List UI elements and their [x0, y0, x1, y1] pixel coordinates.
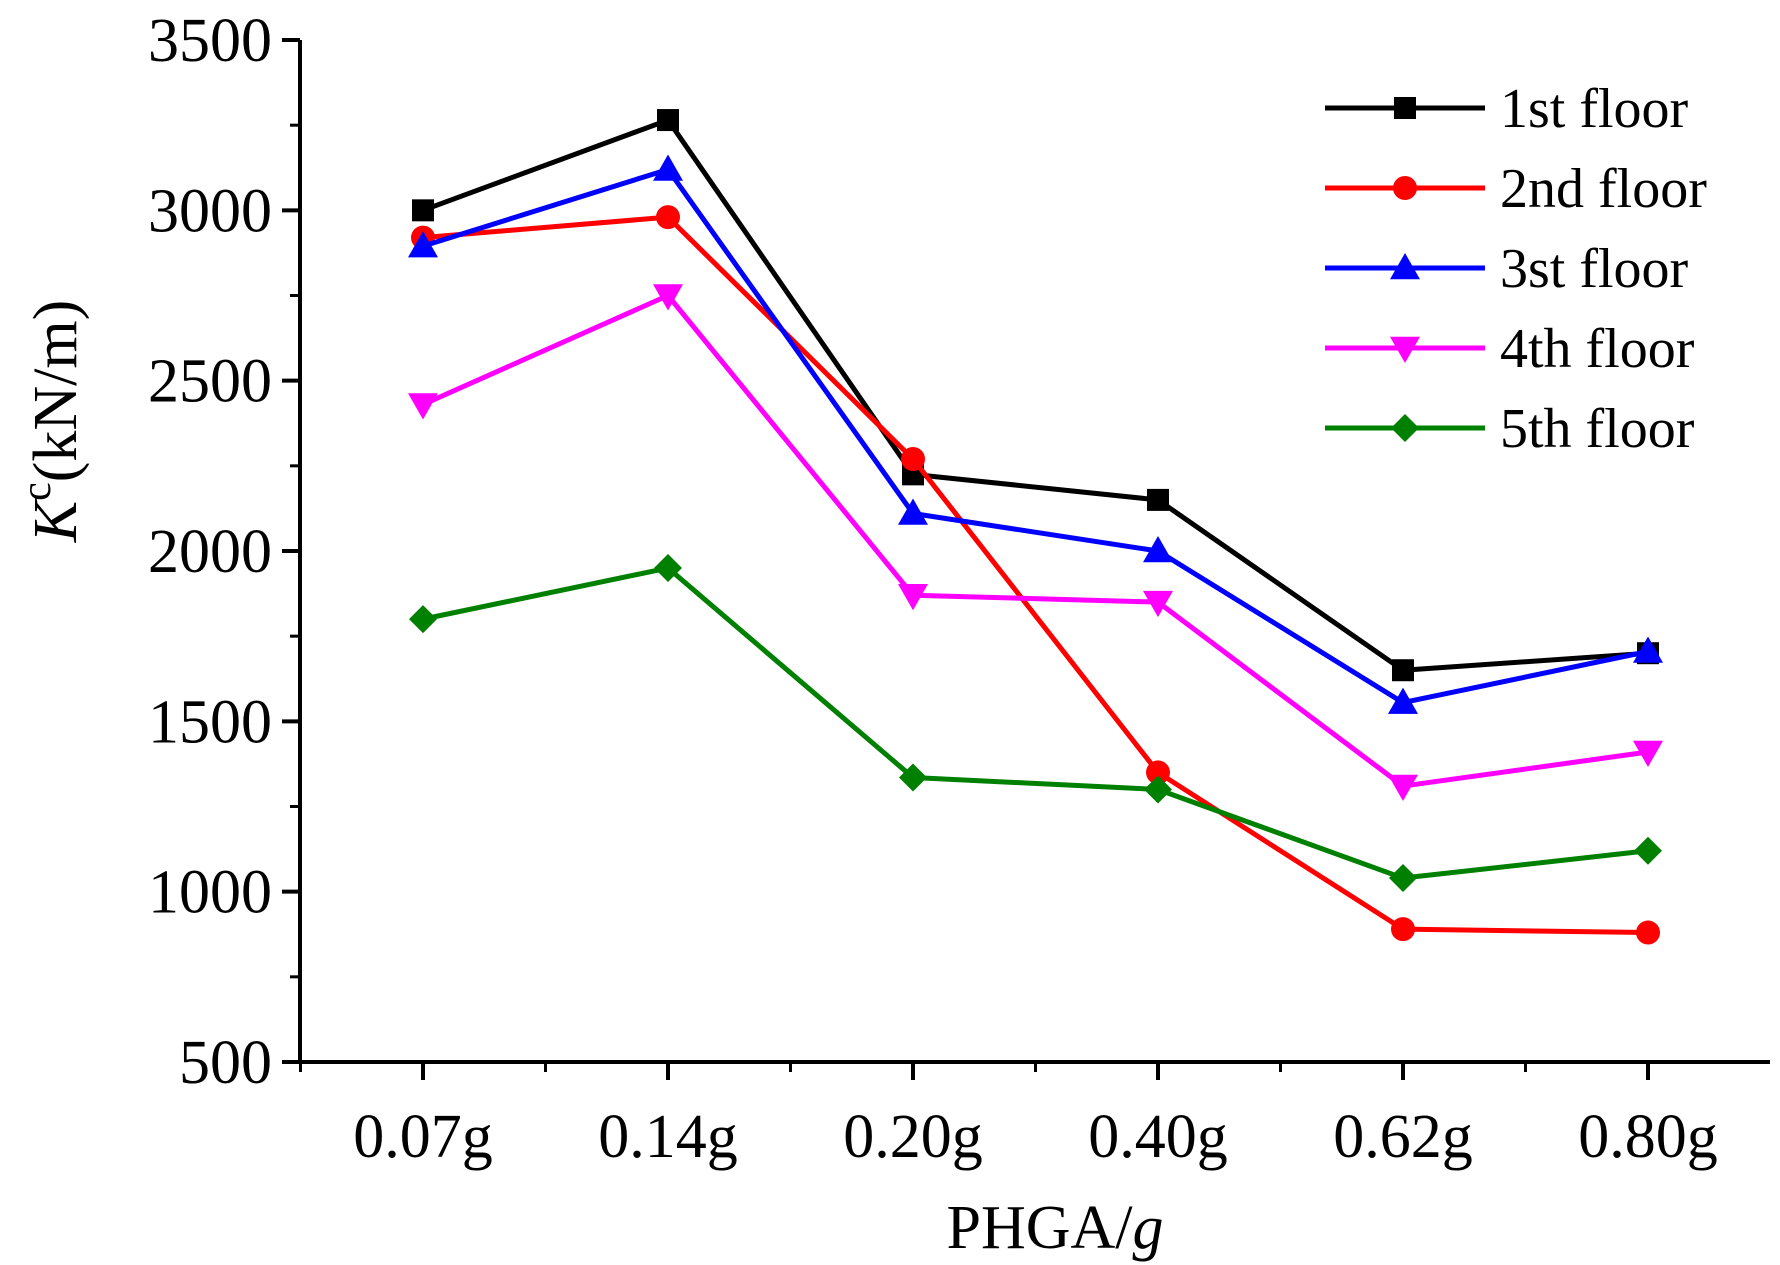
- data-point: [1144, 775, 1172, 804]
- x-tick-label: 0.62g: [1333, 1103, 1473, 1171]
- y-tick-label: 1500: [148, 688, 272, 756]
- x-axis-title: PHGA/g: [946, 1194, 1163, 1262]
- series-line: [422, 166, 1649, 706]
- series-layer: [408, 109, 1663, 945]
- y-tick-label: 500: [179, 1029, 272, 1097]
- y-axis-title: Kc(kN/m): [14, 300, 90, 544]
- data-point: [654, 554, 682, 583]
- legend-label: 3st floor: [1500, 238, 1689, 300]
- data-point: [1388, 774, 1418, 802]
- data-point: [408, 393, 438, 420]
- data-point: [1146, 760, 1170, 785]
- y-tick-label: 2500: [148, 348, 272, 416]
- data-point: [898, 498, 928, 525]
- legend-item: 3st floor: [1325, 238, 1689, 300]
- x-axis-title-text: PHGA/: [946, 1194, 1133, 1262]
- data-point: [653, 154, 683, 181]
- series-line: [422, 117, 1649, 673]
- series-5: [409, 554, 1662, 893]
- x-tick-label: 0.07g: [353, 1103, 493, 1171]
- legend-marker: [1394, 97, 1416, 119]
- x-tick-label: 0.40g: [1088, 1103, 1228, 1171]
- y-tick-label: 3000: [148, 177, 272, 245]
- x-tick-label: 0.80g: [1578, 1103, 1718, 1171]
- x-axis-title-italic: g: [1133, 1194, 1164, 1262]
- data-point: [1636, 920, 1660, 945]
- data-point: [1634, 836, 1662, 865]
- series-line: [422, 214, 1649, 936]
- x-tick-label: 0.14g: [598, 1103, 738, 1171]
- y-axis-title-text: (kN/m): [22, 300, 90, 483]
- data-point: [899, 763, 927, 792]
- series-4: [408, 284, 1663, 802]
- data-point: [898, 584, 928, 611]
- y-tick-label: 1000: [148, 859, 272, 927]
- data-point: [657, 109, 679, 132]
- legend-label: 2nd floor: [1500, 158, 1707, 220]
- data-point: [1392, 659, 1414, 682]
- legend-label: 5th floor: [1500, 398, 1695, 460]
- series-3: [408, 154, 1663, 714]
- legend: 1st floor 2nd floor 3st floor 4th floor 5th …: [1325, 78, 1707, 460]
- y-tick-label: 3500: [148, 7, 272, 75]
- data-point: [1147, 488, 1169, 511]
- series-line: [421, 293, 1649, 789]
- data-point: [409, 605, 437, 634]
- legend-label: 1st floor: [1500, 78, 1689, 140]
- data-point: [1143, 536, 1173, 563]
- series-line: [422, 565, 1649, 881]
- data-point: [1388, 687, 1418, 714]
- legend-marker: [1391, 414, 1419, 442]
- y-axis-title-italic: K: [22, 497, 90, 543]
- y-tick-label: 2000: [148, 518, 272, 586]
- series-1: [412, 109, 1659, 682]
- data-point: [1143, 590, 1173, 618]
- legend-item: 1st floor: [1325, 78, 1689, 140]
- data-point: [901, 447, 925, 472]
- y-axis-title-superscript: c: [14, 482, 60, 501]
- series-2: [411, 205, 1660, 945]
- data-point: [656, 205, 680, 230]
- legend-item: 4th floor: [1325, 318, 1695, 380]
- y-axis-ticks: 500 1000 1500 2000 2500 3000 3500: [148, 7, 300, 1097]
- data-point: [1389, 864, 1417, 893]
- x-tick-label: 0.20g: [843, 1103, 983, 1171]
- data-point: [408, 231, 438, 258]
- legend-item: 2nd floor: [1325, 158, 1707, 220]
- legend-label: 4th floor: [1500, 318, 1695, 380]
- legend-marker: [1390, 336, 1420, 363]
- data-point: [1633, 636, 1663, 663]
- legend-item: 5th floor: [1325, 398, 1695, 460]
- x-axis-ticks: 0.07g 0.14g 0.20g 0.40g 0.62g 0.80g: [299, 1062, 1718, 1171]
- data-point: [1633, 740, 1663, 767]
- legend-marker: [1390, 253, 1420, 280]
- data-point: [1391, 917, 1415, 942]
- legend-marker: [1393, 176, 1417, 200]
- data-point: [412, 199, 434, 222]
- data-point: [653, 284, 683, 311]
